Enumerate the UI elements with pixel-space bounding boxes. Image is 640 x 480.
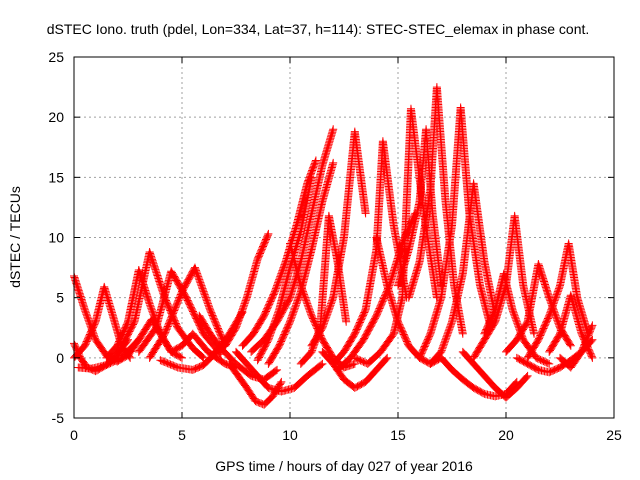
data-point xyxy=(311,156,320,165)
data-point xyxy=(277,377,286,386)
data-point xyxy=(263,231,272,240)
data-point xyxy=(197,351,206,360)
data-point xyxy=(126,353,135,362)
data-series-14 xyxy=(232,347,327,396)
data-point xyxy=(178,353,186,362)
data-series-13 xyxy=(225,359,286,409)
data-point xyxy=(318,359,327,368)
data-points xyxy=(70,83,597,409)
data-point xyxy=(311,157,320,166)
data-point xyxy=(264,229,273,238)
chart-title: dSTEC Iono. truth (pdel, Lon=334, Lat=37… xyxy=(47,21,590,37)
data-point xyxy=(273,365,282,374)
data-point xyxy=(198,352,207,361)
data-point xyxy=(317,360,326,369)
data-series-12 xyxy=(210,229,273,356)
data-point xyxy=(329,125,338,134)
data-point xyxy=(271,366,280,375)
data-point xyxy=(276,379,285,388)
data-series-8 xyxy=(145,263,230,362)
data-series-3 xyxy=(70,282,135,362)
data-point xyxy=(125,352,134,361)
data-point xyxy=(176,353,185,362)
data-point xyxy=(199,353,208,362)
data-series-17 xyxy=(264,158,338,368)
